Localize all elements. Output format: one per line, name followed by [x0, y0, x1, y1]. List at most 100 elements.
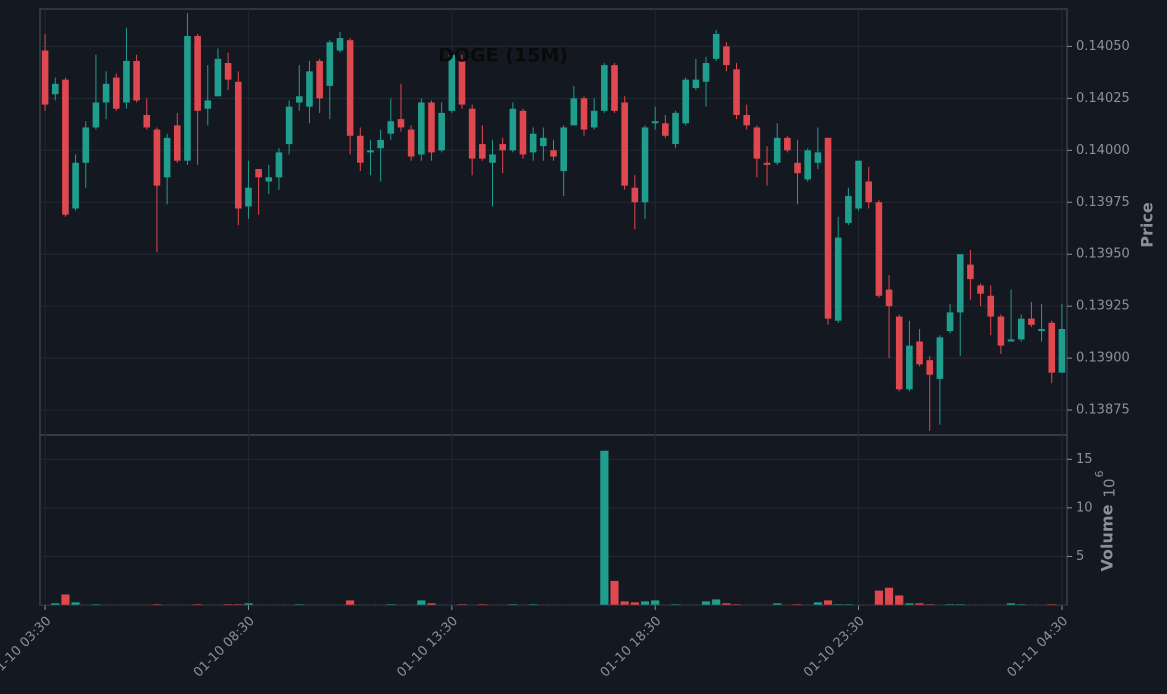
candle-body — [865, 181, 873, 203]
volume-bar — [538, 604, 548, 606]
volume-bar — [681, 604, 691, 606]
volume-bar — [1026, 604, 1036, 606]
volume-bar — [447, 604, 457, 606]
volume-bar — [996, 604, 1006, 606]
volume-bar — [213, 604, 223, 606]
candle-body — [143, 114, 151, 128]
candle-body — [712, 33, 720, 59]
volume-bar — [437, 604, 447, 606]
candle-body — [590, 110, 598, 128]
candle-body — [336, 38, 344, 51]
candle-body — [824, 137, 832, 319]
candle-body — [92, 102, 100, 128]
volume-axis-label: Volume — [1098, 504, 1117, 571]
volume-bar — [1016, 603, 1026, 606]
y-tick-label: 0.13900 — [1076, 351, 1130, 366]
candle-body — [1017, 318, 1025, 340]
volume-bar — [569, 604, 579, 606]
volume-bar — [813, 601, 823, 606]
candle-body — [885, 289, 893, 307]
volume-bar — [640, 600, 650, 606]
candle-body — [529, 133, 537, 153]
volume-bar — [955, 603, 965, 606]
candle-body — [814, 152, 822, 163]
volume-bar — [203, 604, 213, 606]
y-tick-label: 0.13875 — [1076, 403, 1130, 418]
candle-body — [641, 127, 649, 203]
candle-body — [560, 127, 567, 172]
volume-bar — [925, 603, 935, 606]
volume-bar — [1037, 604, 1047, 606]
candle-body — [163, 137, 171, 178]
volume-bar — [50, 602, 60, 606]
volume-bar — [243, 602, 253, 606]
volume-bar — [1057, 604, 1067, 606]
candle-body — [51, 83, 59, 95]
volume-bar — [935, 604, 945, 606]
candle-body — [956, 254, 964, 313]
volume-bar — [40, 604, 50, 606]
candle-body — [916, 341, 923, 365]
candle-body — [763, 162, 771, 165]
candle-body — [804, 150, 812, 180]
candle-body — [387, 121, 395, 134]
volume-bar — [589, 604, 599, 606]
candle-body — [651, 121, 659, 124]
candle-body — [784, 137, 791, 151]
volume-bar — [304, 604, 314, 606]
volume-bar — [772, 602, 782, 606]
volume-bar — [467, 604, 477, 606]
candle-body — [357, 135, 364, 163]
candle-body — [875, 202, 883, 296]
volume-bar — [701, 600, 711, 606]
candle-body — [418, 102, 425, 155]
candle-body — [987, 295, 995, 317]
volume-bar — [599, 450, 609, 606]
candle-body — [255, 169, 262, 178]
volume-bar — [1047, 603, 1057, 606]
volume-bar — [854, 604, 864, 606]
volume-tick-label: 10 — [1076, 500, 1093, 515]
volume-bar — [396, 604, 406, 606]
volume-bar — [386, 603, 396, 606]
candle-body — [367, 150, 374, 153]
volume-bar — [732, 603, 742, 606]
candle-body — [1048, 322, 1056, 373]
candle-body — [184, 36, 191, 161]
volume-bar — [172, 604, 182, 606]
candle-body — [550, 150, 557, 157]
candle-body — [926, 360, 934, 375]
volume-bar — [416, 599, 426, 606]
volume-bar — [650, 599, 660, 606]
candle-body — [834, 237, 842, 321]
candle-body — [570, 98, 578, 126]
volume-bar — [254, 604, 264, 606]
candle-body — [936, 337, 944, 379]
volume-bar — [762, 604, 772, 606]
volume-bar — [864, 604, 874, 606]
y-tick-label: 0.13975 — [1076, 195, 1130, 210]
volume-bar — [630, 601, 640, 606]
candle-body — [194, 36, 201, 111]
y-tick-label: 0.14050 — [1076, 39, 1130, 54]
candle-body — [1028, 318, 1035, 325]
candle-body — [397, 119, 405, 128]
volume-bar — [406, 604, 416, 606]
volume-bar — [833, 603, 843, 606]
volume-bar — [803, 604, 813, 606]
volume-bar — [518, 604, 528, 606]
volume-bar — [1006, 602, 1016, 606]
chart-title: DOGE (15M) — [438, 45, 568, 67]
volume-bar — [610, 580, 620, 606]
candle-body — [326, 42, 334, 86]
candle-body — [692, 79, 700, 88]
candle-body — [123, 60, 130, 103]
volume-bar — [182, 604, 192, 606]
volume-bar — [986, 604, 996, 606]
volume-bar — [355, 604, 365, 606]
y-tick-label: 0.13925 — [1076, 299, 1130, 314]
candle-body — [733, 69, 740, 115]
volume-bar — [660, 604, 670, 606]
candle-body — [662, 123, 669, 136]
candle-body — [621, 102, 628, 186]
